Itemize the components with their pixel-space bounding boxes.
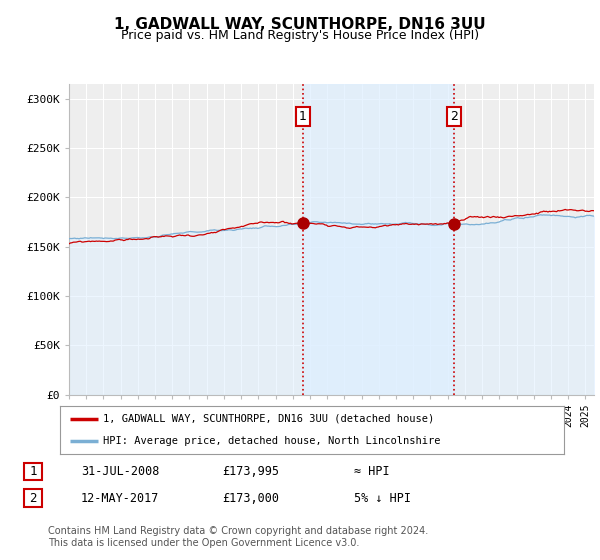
Text: 5% ↓ HPI: 5% ↓ HPI: [354, 492, 411, 505]
Text: 1, GADWALL WAY, SCUNTHORPE, DN16 3UU (detached house): 1, GADWALL WAY, SCUNTHORPE, DN16 3UU (de…: [103, 414, 434, 424]
Text: Price paid vs. HM Land Registry's House Price Index (HPI): Price paid vs. HM Land Registry's House …: [121, 29, 479, 42]
Text: HPI: Average price, detached house, North Lincolnshire: HPI: Average price, detached house, Nort…: [103, 436, 440, 446]
Text: 31-JUL-2008: 31-JUL-2008: [81, 465, 160, 478]
Text: 1: 1: [29, 465, 37, 478]
Text: 1, GADWALL WAY, SCUNTHORPE, DN16 3UU: 1, GADWALL WAY, SCUNTHORPE, DN16 3UU: [114, 17, 486, 32]
Text: 2: 2: [29, 492, 37, 505]
Text: £173,000: £173,000: [222, 492, 279, 505]
Text: ≈ HPI: ≈ HPI: [354, 465, 389, 478]
Text: 12-MAY-2017: 12-MAY-2017: [81, 492, 160, 505]
Text: Contains HM Land Registry data © Crown copyright and database right 2024.
This d: Contains HM Land Registry data © Crown c…: [48, 526, 428, 548]
Bar: [303, 84, 454, 395]
Text: £173,995: £173,995: [222, 465, 279, 478]
Text: 1: 1: [299, 110, 307, 123]
Text: 2: 2: [450, 110, 458, 123]
